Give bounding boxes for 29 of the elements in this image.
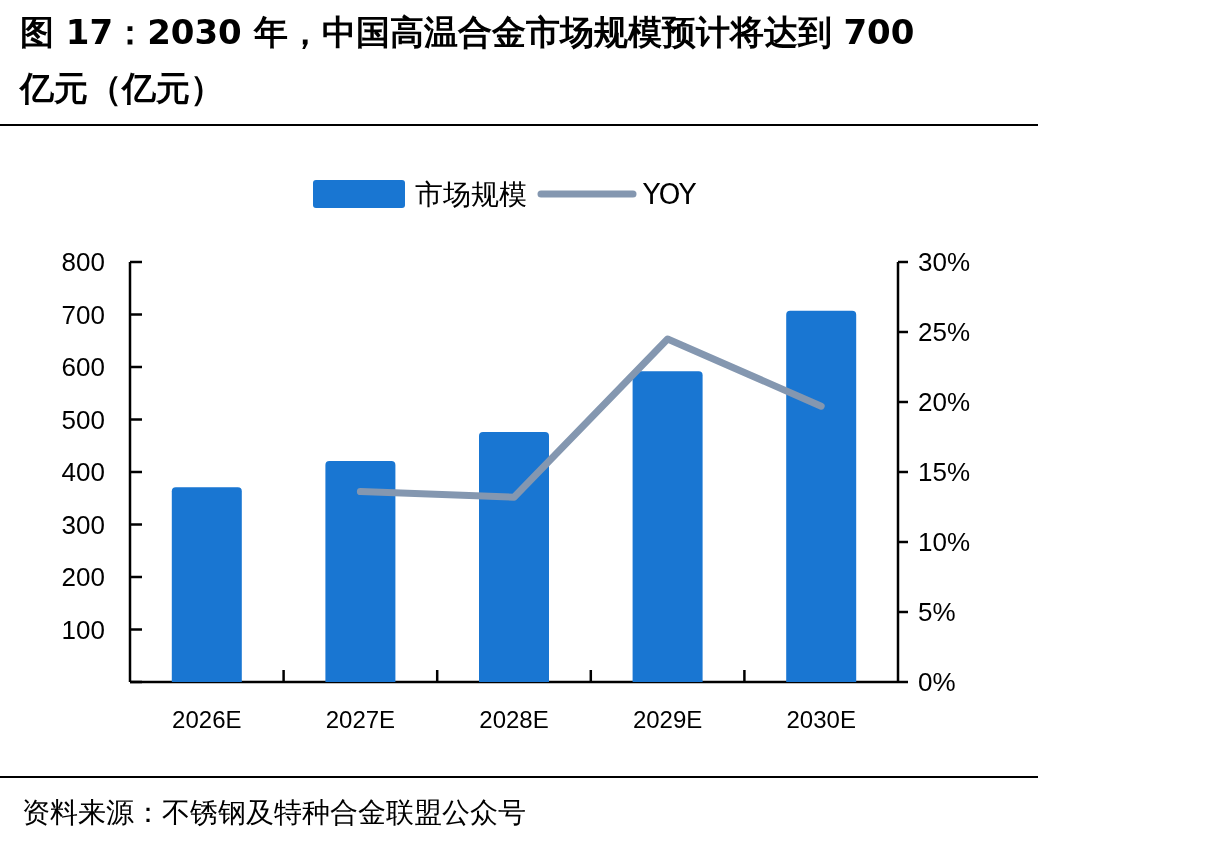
y2-tick-label: 5% <box>918 597 956 627</box>
x-tick-label: 2029E <box>632 706 703 733</box>
y2-tick-label: 30% <box>918 247 971 277</box>
chart-title: 图 17：2030 年，中国高温合金市场规模预计将达到 700 亿元（亿元） <box>18 12 915 108</box>
y-tick-label: 800 <box>61 247 105 277</box>
legend-label: YOY <box>642 178 698 211</box>
y2-tick-label: 10% <box>918 527 971 557</box>
bar <box>325 460 396 682</box>
y2-tick-label: 20% <box>918 387 971 417</box>
y2-tick-label: 25% <box>918 317 971 347</box>
x-tick-label: 2026E <box>172 706 242 733</box>
y2-tick-label: 0% <box>918 667 956 697</box>
y-tick-label: 300 <box>61 509 105 540</box>
x-tick-label: 2027E <box>325 706 396 733</box>
y-tick-label: 100 <box>61 614 105 645</box>
y-tick-label: 400 <box>61 457 105 487</box>
y-tick-label: 200 <box>61 562 105 592</box>
bar <box>171 487 242 682</box>
bar <box>479 432 549 682</box>
x-tick-label: 2028E <box>479 706 549 733</box>
y-tick-label: 600 <box>61 352 105 382</box>
legend-label: 市场规模 <box>415 178 527 211</box>
y-tick-label: 500 <box>61 404 105 435</box>
bar <box>632 371 703 682</box>
bar <box>786 310 857 682</box>
x-tick-label: 2030E <box>786 706 856 733</box>
text: 资料来源：不锈钢及特种合金联盟公众号 <box>22 796 526 829</box>
y-tick-label: 700 <box>61 299 105 330</box>
y2-tick-label: 15% <box>918 457 971 487</box>
